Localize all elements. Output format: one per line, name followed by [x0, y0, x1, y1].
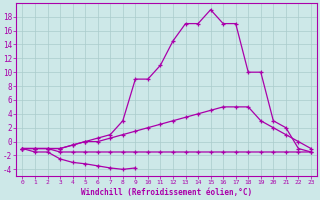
X-axis label: Windchill (Refroidissement éolien,°C): Windchill (Refroidissement éolien,°C)	[81, 188, 252, 197]
